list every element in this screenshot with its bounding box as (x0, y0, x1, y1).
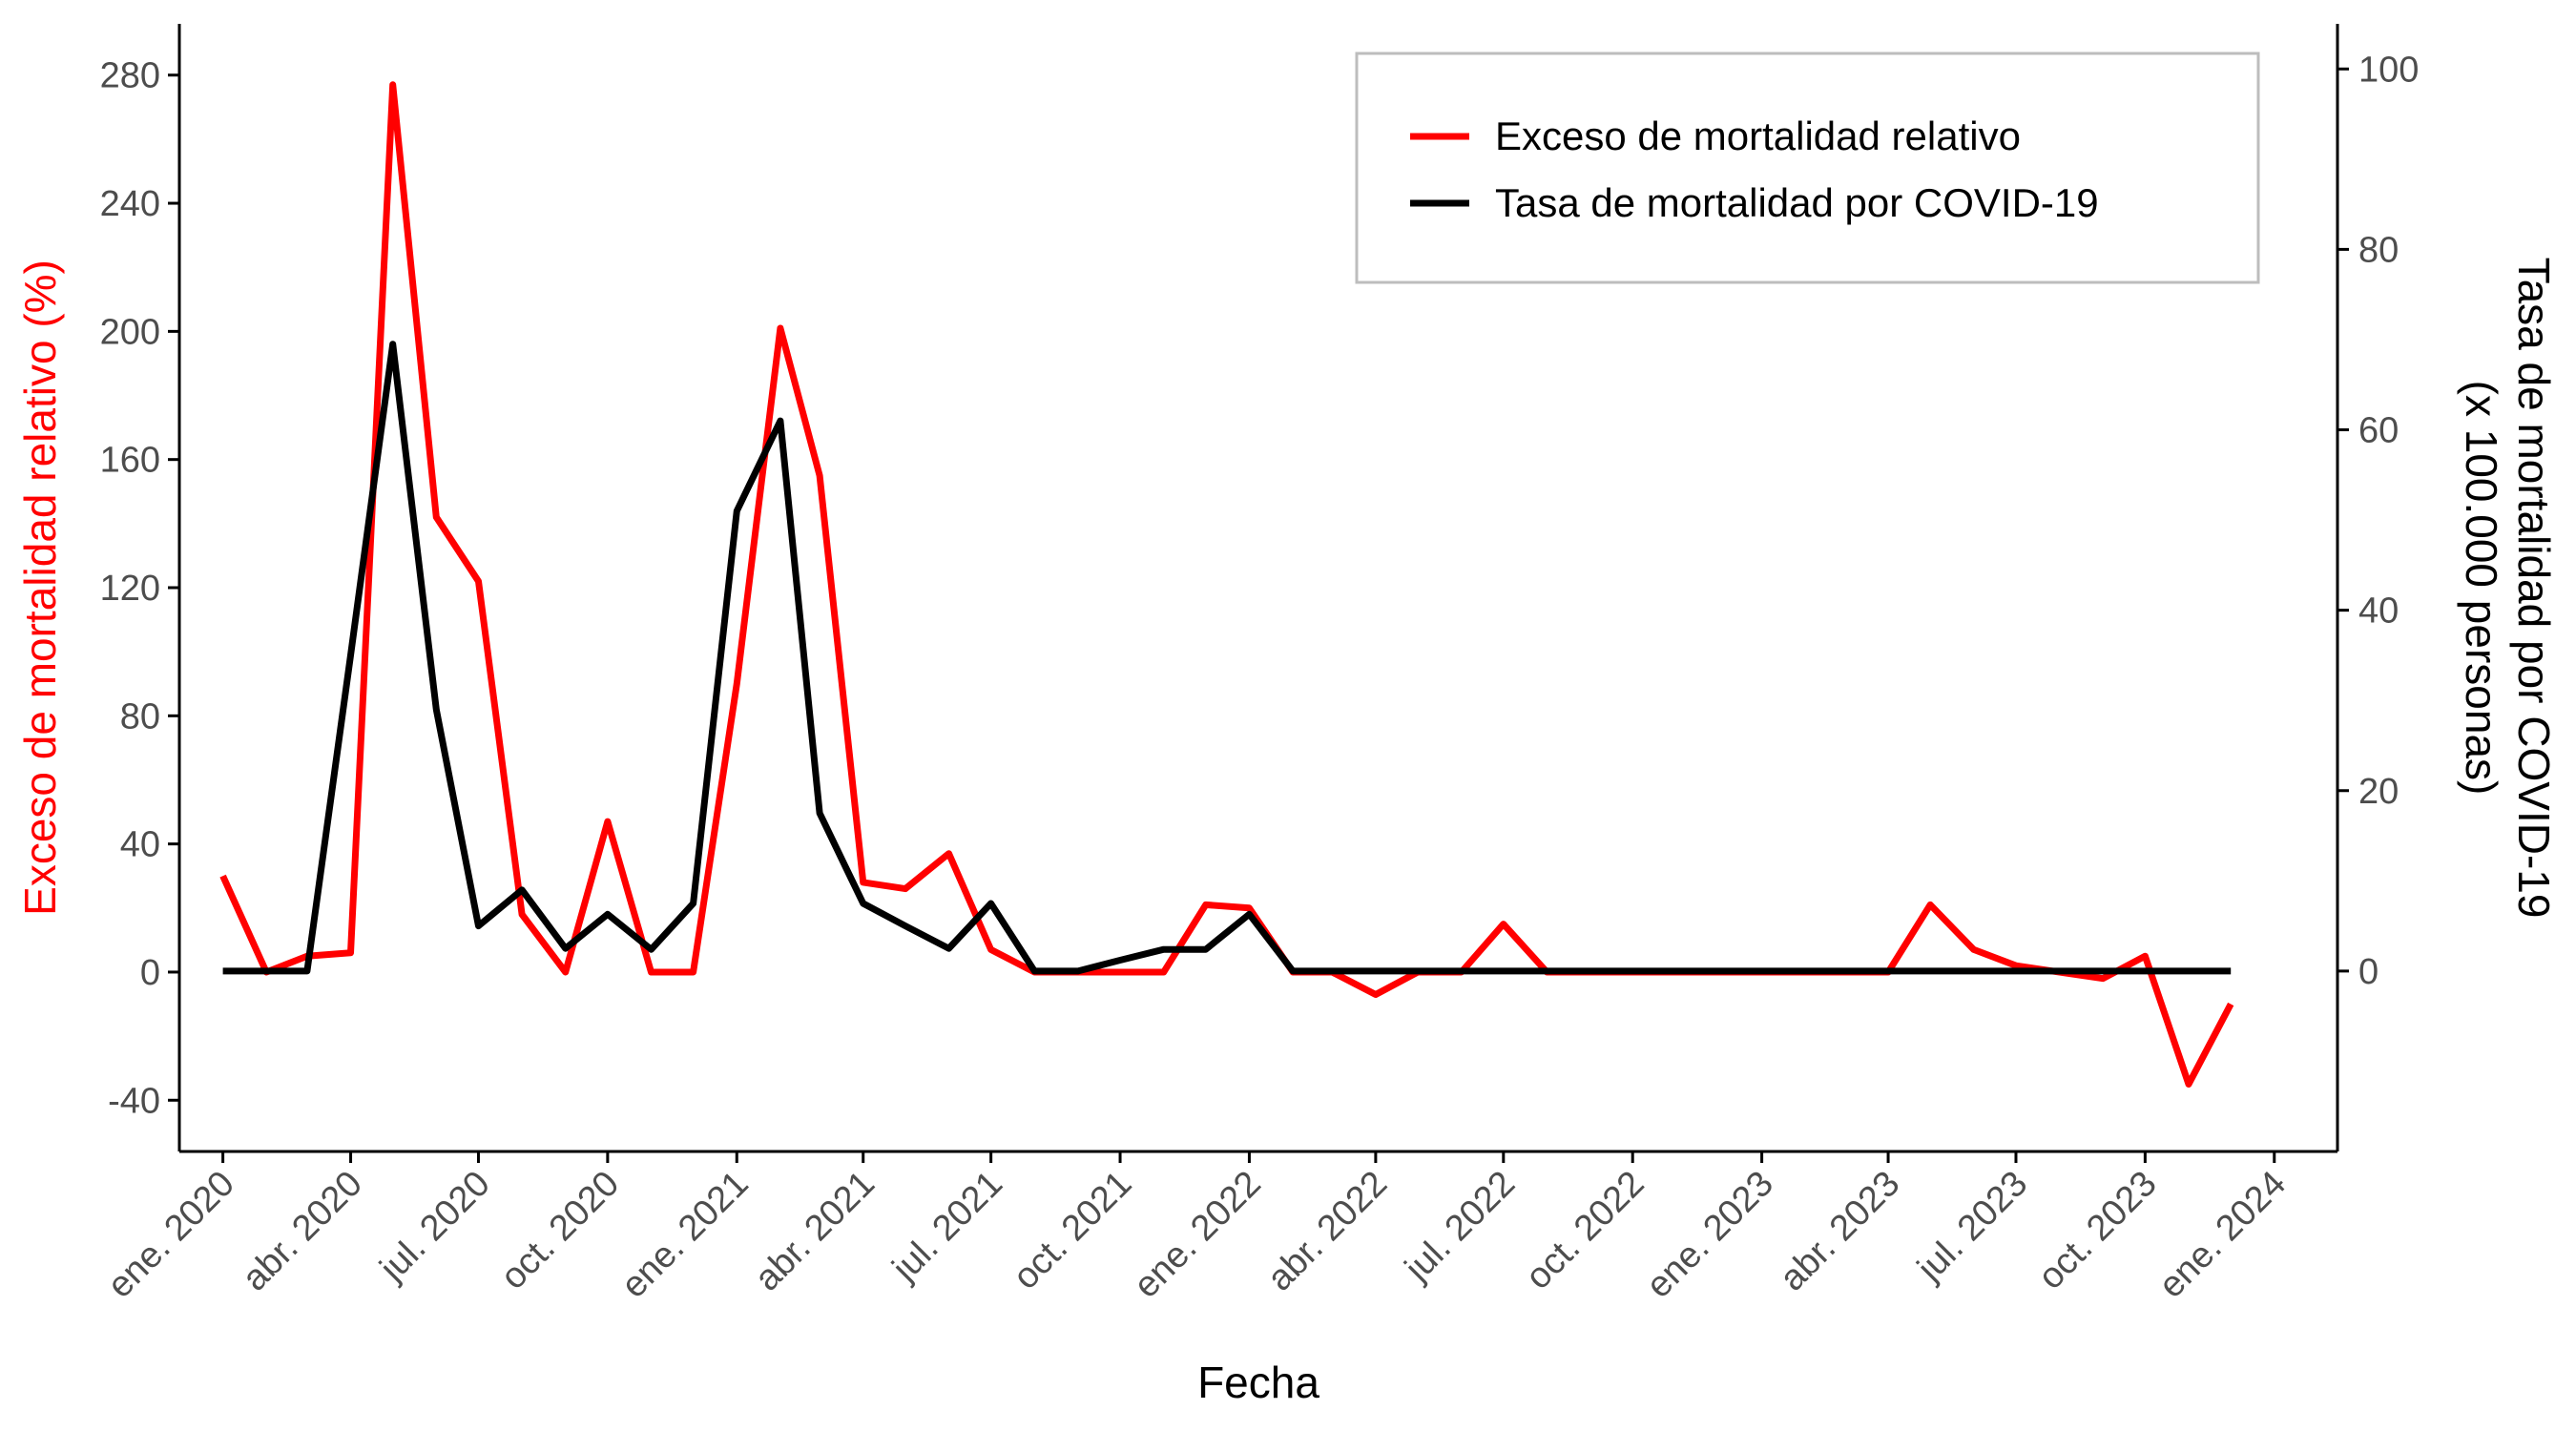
right-y-axis-ticks: 0 20 40 60 80 100 (2337, 50, 2419, 992)
legend-label-tasa: Tasa de mortalidad por COVID-19 (1495, 180, 2099, 225)
left-y-axis-ticks: -40 0 40 80 120 160 200 240 280 (100, 56, 179, 1121)
left-y-tick-label: 120 (100, 569, 160, 609)
x-tick-label: jul. 2023 (1909, 1164, 2035, 1290)
x-tick-label: abr. 2023 (1773, 1164, 1908, 1299)
left-y-axis-title: Exceso de mortalidad relativo (%) (15, 259, 65, 916)
x-tick-label: oct. 2020 (493, 1164, 627, 1297)
right-y-tick-label: 0 (2358, 952, 2379, 992)
right-y-axis-title-line2: (x 100.000 personas) (2457, 381, 2506, 796)
x-tick-label: jul. 2022 (1397, 1164, 1523, 1290)
x-tick-label: ene. 2021 (613, 1164, 756, 1306)
left-y-tick-label: -40 (108, 1081, 160, 1121)
x-tick-label: ene. 2024 (2151, 1164, 2294, 1306)
x-tick-label: oct. 2021 (1006, 1164, 1139, 1297)
tasa-covid-line (222, 341, 2232, 975)
x-tick-label: abr. 2022 (1259, 1164, 1395, 1299)
left-y-tick-label: 0 (140, 953, 160, 993)
x-tick-label: ene. 2020 (100, 1164, 242, 1306)
right-y-tick-label: 80 (2358, 230, 2399, 270)
right-y-tick-label: 60 (2358, 411, 2399, 451)
right-y-tick-label: 100 (2358, 50, 2419, 90)
x-tick-label: ene. 2023 (1639, 1164, 1781, 1306)
right-y-tick-label: 20 (2358, 772, 2399, 812)
x-tick-label: abr. 2021 (747, 1164, 883, 1299)
left-y-tick-label: 280 (100, 56, 160, 96)
x-tick-label: oct. 2022 (1518, 1164, 1652, 1297)
left-y-tick-label: 160 (100, 441, 160, 481)
exceso-mortalidad-line (219, 81, 2234, 1088)
x-tick-label: abr. 2020 (235, 1164, 370, 1299)
left-y-tick-label: 200 (100, 312, 160, 352)
x-tick-label: jul. 2021 (884, 1164, 1010, 1290)
left-y-tick-label: 80 (120, 696, 160, 736)
series-lines (219, 81, 2234, 1088)
legend: Exceso de mortalidad relativo Tasa de mo… (1355, 52, 2260, 284)
left-y-tick-label: 40 (120, 825, 160, 865)
x-tick-label: jul. 2020 (372, 1164, 498, 1290)
legend-box (1355, 52, 2260, 284)
x-tick-label: ene. 2022 (1127, 1164, 1269, 1306)
left-y-tick-label: 240 (100, 184, 160, 224)
x-tick-label: oct. 2023 (2030, 1164, 2164, 1297)
right-y-tick-label: 40 (2358, 591, 2399, 632)
legend-label-exceso: Exceso de mortalidad relativo (1495, 114, 2021, 158)
right-y-axis-title-line1: Tasa de mortalidad por COVID-19 (2509, 258, 2559, 919)
x-axis-title: Fecha (1197, 1358, 1319, 1407)
